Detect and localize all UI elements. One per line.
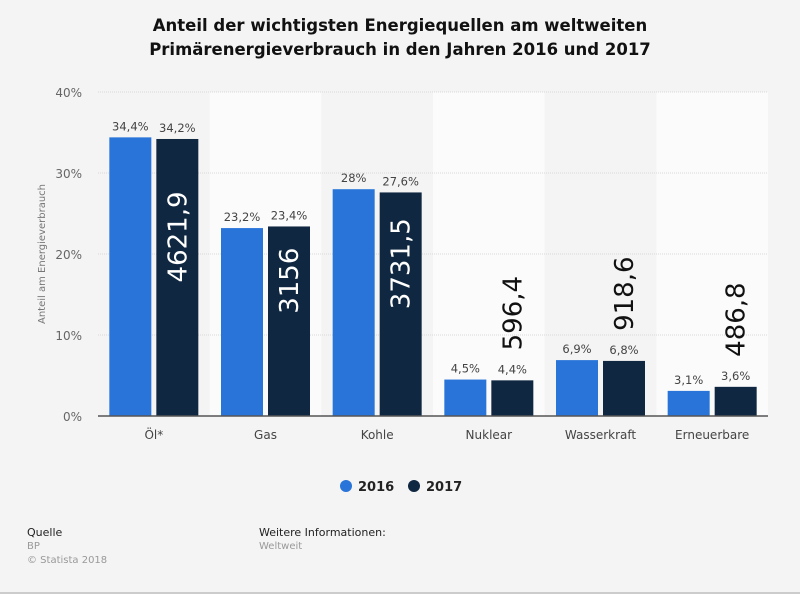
bar-2016 xyxy=(221,228,263,416)
chart-title-line1: Anteil der wichtigsten Energiequellen am… xyxy=(152,16,648,35)
bar-2016 xyxy=(109,137,152,417)
x-tick-label: Wasserkraft xyxy=(565,428,637,442)
legend-marker xyxy=(408,480,420,492)
bar-2017 xyxy=(379,192,422,416)
chart-title-line2: Primärenergieverbrauch in den Jahren 201… xyxy=(149,40,651,59)
bar-annotation: 486,8 xyxy=(722,282,752,356)
data-label: 27,6% xyxy=(382,174,419,188)
bar-annotation: 3156 xyxy=(275,248,305,314)
bar-2016 xyxy=(332,189,375,416)
y-axis-label: Anteil am Energieverbrauch xyxy=(37,184,48,324)
legend-label: 2016 xyxy=(358,480,394,495)
x-tick-label: Öl* xyxy=(144,426,163,442)
chart-title: Anteil der wichtigsten Energiequellen am… xyxy=(0,14,800,62)
data-label: 4,5% xyxy=(451,362,480,376)
bar-2016 xyxy=(667,390,710,416)
source-block: Quelle BP © Statista 2018 xyxy=(27,526,107,568)
divider xyxy=(0,592,800,594)
y-tick-label: 0% xyxy=(63,410,82,424)
y-tick-label: 30% xyxy=(55,167,82,181)
bar-annotation: 4621,9 xyxy=(163,191,193,282)
data-label: 3,6% xyxy=(721,369,750,383)
y-tick-label: 40% xyxy=(55,86,82,100)
y-tick-label: 20% xyxy=(55,248,82,262)
info-block: Weitere Informationen: Weltweit xyxy=(259,526,386,554)
bar-2017 xyxy=(714,386,757,416)
data-label: 3,1% xyxy=(674,373,703,387)
data-label: 6,9% xyxy=(562,342,591,356)
bar-2017 xyxy=(268,226,310,416)
bar-2016 xyxy=(444,379,487,416)
copyright: © Statista 2018 xyxy=(27,555,108,566)
bar-annotation: 596,4 xyxy=(498,276,528,350)
x-tick-label: Nuklear xyxy=(466,428,513,442)
data-label: 6,8% xyxy=(609,343,638,357)
info-value: Weltweit xyxy=(259,541,303,552)
source-heading: Quelle xyxy=(27,526,63,539)
x-tick-label: Erneuerbare xyxy=(675,428,749,442)
bar-2017 xyxy=(603,360,645,416)
data-label: 34,4% xyxy=(112,119,149,133)
data-label: 4,4% xyxy=(498,362,527,376)
data-label: 23,4% xyxy=(271,208,308,222)
bar-annotation: 3731,5 xyxy=(387,218,417,309)
x-tick-label: Gas xyxy=(254,428,277,442)
source-value[interactable]: BP xyxy=(27,541,40,552)
bar-2017 xyxy=(491,380,534,416)
x-tick-label: Kohle xyxy=(361,428,394,442)
bar-2017 xyxy=(156,138,199,417)
y-tick-label: 10% xyxy=(55,329,82,343)
legend-label: 2017 xyxy=(426,480,462,495)
bar-2016 xyxy=(556,360,598,416)
data-label: 34,2% xyxy=(159,121,196,135)
info-heading: Weitere Informationen: xyxy=(259,526,386,539)
data-label: 23,2% xyxy=(224,210,261,224)
data-label: 28% xyxy=(341,171,367,185)
bar-annotation: 918,6 xyxy=(610,256,640,330)
legend-marker xyxy=(340,480,352,492)
